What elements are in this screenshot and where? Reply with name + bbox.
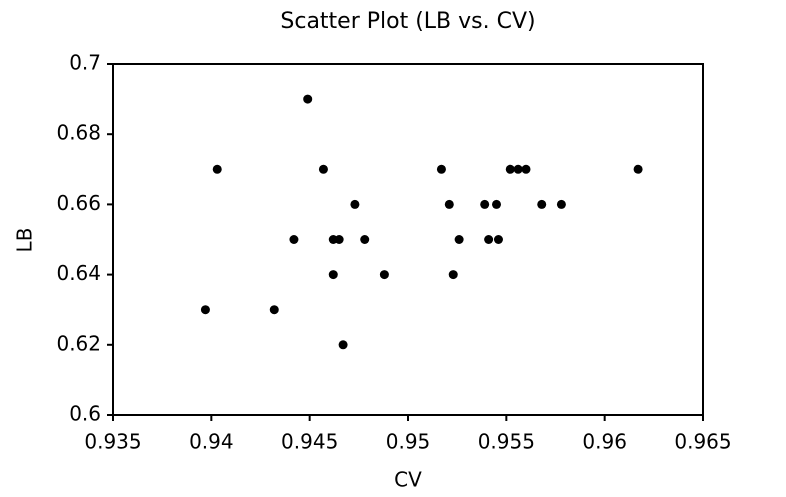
y-tick-label: 0.6 — [69, 402, 101, 426]
point — [328, 270, 338, 280]
x-tick-label: 0.96 — [582, 430, 627, 454]
point — [505, 164, 515, 174]
point — [436, 164, 446, 174]
point — [212, 164, 222, 174]
point — [379, 270, 389, 280]
x-tick-label: 0.955 — [478, 430, 535, 454]
y-tick-label: 0.64 — [56, 261, 101, 285]
point — [289, 235, 299, 244]
point — [484, 235, 494, 244]
point — [360, 235, 370, 244]
point — [492, 199, 501, 209]
y-tick-label: 0.68 — [56, 121, 101, 145]
point — [338, 340, 348, 350]
point — [334, 235, 344, 244]
point — [513, 164, 523, 174]
point — [200, 305, 210, 315]
chart-title: Scatter Plot (LB vs. CV) — [280, 9, 535, 34]
x-tick-label: 0.965 — [674, 430, 731, 454]
point — [537, 199, 547, 209]
point — [556, 199, 566, 209]
point — [493, 235, 503, 244]
y-tick-label: 0.7 — [69, 51, 101, 75]
plot-frame — [112, 63, 704, 416]
y-axis-label: LB — [13, 228, 37, 253]
point — [303, 94, 313, 104]
point — [480, 199, 490, 209]
x-axis-label: CV — [394, 468, 422, 492]
y-tick-label: 0.62 — [56, 331, 101, 355]
point — [448, 270, 458, 280]
point — [521, 164, 531, 174]
point — [350, 199, 360, 209]
x-tick-label: 0.95 — [386, 430, 431, 454]
point — [633, 164, 643, 174]
point — [269, 305, 279, 315]
y-tick-label: 0.66 — [56, 191, 101, 215]
point — [318, 164, 328, 174]
x-tick-label: 0.94 — [189, 430, 234, 454]
x-tick-label: 0.945 — [281, 430, 338, 454]
point — [454, 235, 464, 244]
point — [444, 199, 454, 209]
x-tick-label: 0.935 — [84, 430, 141, 454]
